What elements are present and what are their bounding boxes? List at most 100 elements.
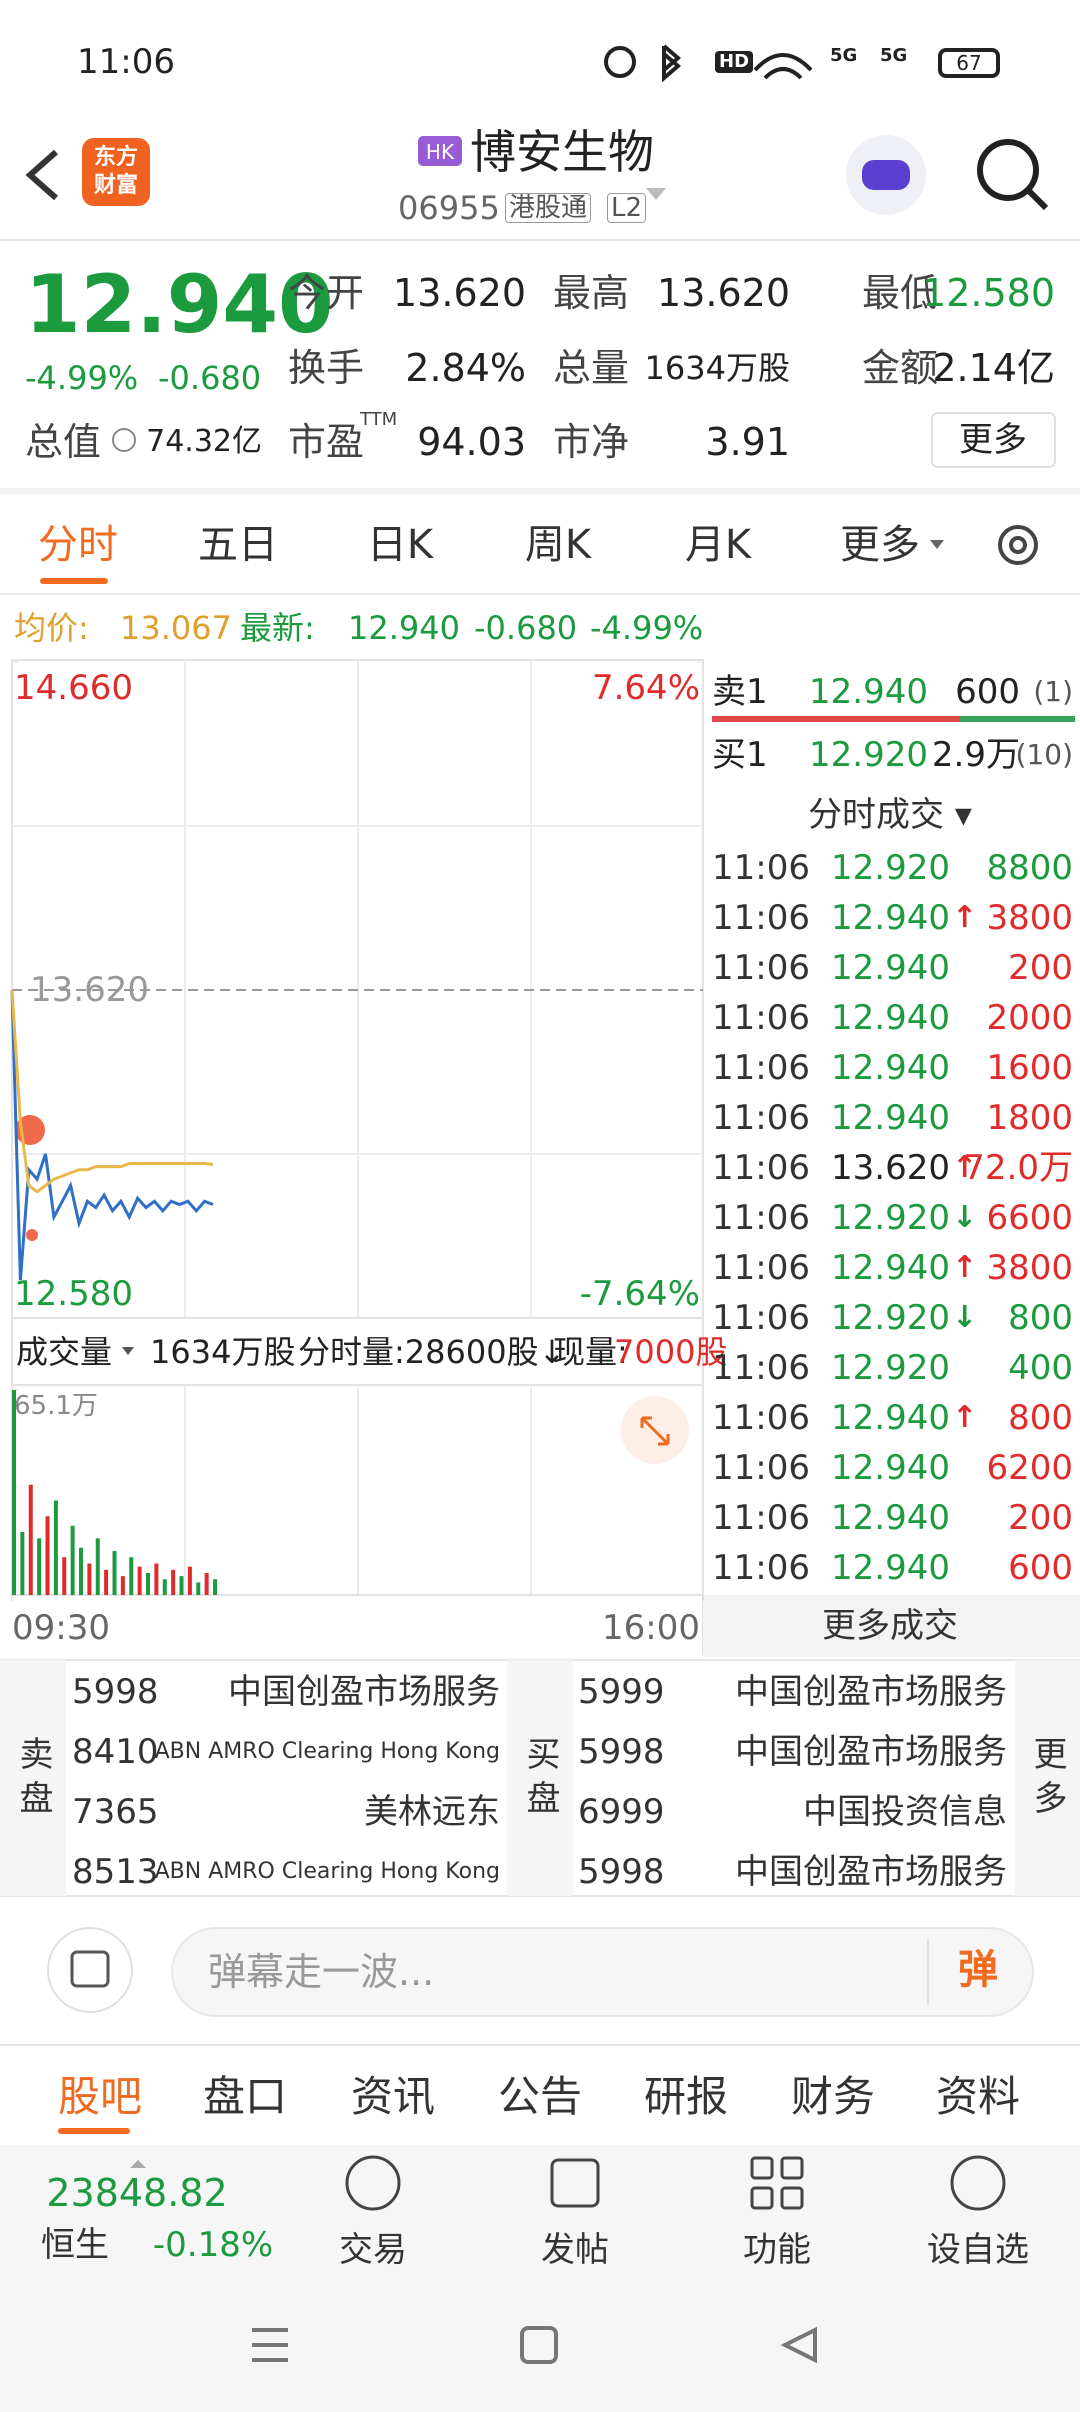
volume-bar [171,1569,176,1595]
tick-volume: 72.0万 [963,1148,1073,1188]
info-icon[interactable] [112,428,136,452]
ask-bar [712,716,960,722]
tick-price: 12.940 [831,1048,950,1088]
tick-arrow: ↑ [952,1150,978,1185]
tab[interactable]: 日K [366,522,434,568]
last-price: 12.940 [25,258,334,351]
toolbar-icons [345,2155,1006,2211]
volume-header-box [11,1317,704,1386]
content-tab[interactable]: 研报 [643,2072,729,2121]
tab[interactable]: 分时 [38,522,118,568]
stock-level: L2 [607,193,647,223]
dropdown-icon[interactable] [646,188,666,200]
tab[interactable]: 周K [524,522,592,568]
more-button[interactable]: 更多 [959,420,1027,460]
danmaku-icon [70,1950,110,1988]
book-volume: 600 [955,672,1020,712]
tick-price: 12.940 [831,1498,950,1538]
volume-bar [53,1500,58,1595]
nav-buttons[interactable] [252,2326,817,2364]
tick-price: 12.920 [831,1298,950,1338]
volume-bar [95,1538,100,1595]
settings-hub [1009,536,1027,554]
tab[interactable]: 月K [684,522,752,568]
toolbar-button[interactable]: 发帖 [541,2230,609,2270]
search-button[interactable] [977,139,1039,201]
more-ticks-box[interactable] [703,1595,1080,1657]
field-value: 13.620 [393,271,526,315]
field-value: 3.91 [705,420,790,464]
volume-bar [196,1582,201,1595]
danmaku-toggle[interactable] [47,1927,133,2013]
tick-volume: 2000 [986,998,1073,1038]
tick-price: 12.920 [831,848,950,888]
broker-name: ABN AMRO Clearing Hong Kong [154,1739,500,1764]
field-label: 市盈 [288,420,365,464]
bid-bar [960,716,1075,722]
toolbar-button[interactable]: 设自选 [927,2230,1029,2270]
nav-bar [0,2280,1080,2412]
ticks-title[interactable]: 分时成交 ▾ [808,795,972,835]
tick-volume: 8800 [986,848,1073,888]
danmaku-button[interactable]: 弹 [958,1947,998,1993]
logo-text: 财富 [93,173,139,198]
toolbar-button[interactable]: 功能 [743,2230,811,2270]
tab[interactable]: 更多 [840,522,920,568]
field-label: 换手 [288,346,365,390]
volume-bar [70,1525,75,1595]
tick-time: 11:06 [712,1498,810,1538]
y-tick-label: 65.1万 [14,1391,98,1421]
search-handle [1025,187,1049,211]
tick-arrow: ↑ [952,1400,978,1435]
field-label: 总值 [25,420,102,464]
book-count: (10) [1015,738,1073,771]
tab[interactable]: 五日 [198,522,278,568]
volume-bar [146,1572,151,1595]
tick-time: 11:06 [712,1398,810,1438]
broker-code: 5998 [578,1732,665,1772]
tick-volume: 600 [1008,1548,1073,1588]
tick-time: 11:06 [712,1048,810,1088]
index-name: 恒生 [41,2225,109,2265]
content-tab[interactable]: 财务 [790,2072,876,2121]
broker-code: 5998 [72,1672,159,1712]
volume-bar [87,1563,92,1595]
x-tick-label: 16:00 [602,1608,700,1648]
tick-time: 11:06 [712,898,810,938]
field-label: 总量 [553,346,630,390]
broker-more[interactable]: 更多 [1027,1736,1067,1824]
tick-volume: 1800 [986,1098,1073,1138]
tick-price: 12.940 [831,998,950,1038]
volume-bar [62,1557,67,1595]
content-tab[interactable]: 资讯 [350,2072,436,2121]
tick-price: 12.920 [831,1198,950,1238]
more-button-box[interactable] [931,412,1056,468]
volume-total: 1634万股 [150,1333,296,1371]
more-ticks[interactable]: 更多成交 [822,1606,958,1646]
expand-icon [640,1416,670,1446]
broker-name: 中国创盈市场服务 [735,1672,1007,1712]
tick-arrow: ↓ [952,1300,978,1335]
tick-volume: 1600 [986,1048,1073,1088]
back-button[interactable] [25,149,58,201]
comment-input[interactable] [171,1927,1034,2017]
broker-side [0,1660,66,1896]
index-arrow [130,2160,146,2168]
market-badge [418,136,462,166]
last-label: 最新: [240,609,315,647]
volume-selector[interactable]: 成交量 [16,1333,113,1371]
toolbar-button[interactable]: 交易 [339,2230,407,2270]
content-tab[interactable]: 资料 [935,2072,1021,2121]
tick-volume: 6600 [986,1198,1073,1238]
settings-button[interactable] [998,525,1038,565]
volume-bar [162,1579,167,1595]
market-badge: HK [425,140,455,164]
content-tab[interactable]: 盘口 [202,2072,288,2121]
broker-more[interactable] [1015,1660,1080,1896]
field-label: 金额 [862,346,939,390]
field-label: 今开 [288,271,365,315]
tick-volume: 200 [1008,948,1073,988]
comment-placeholder[interactable]: 弹幕走一波... [208,1950,435,1994]
content-tab[interactable]: 公告 [497,2072,583,2121]
content-tab[interactable]: 股吧 [57,2072,143,2121]
